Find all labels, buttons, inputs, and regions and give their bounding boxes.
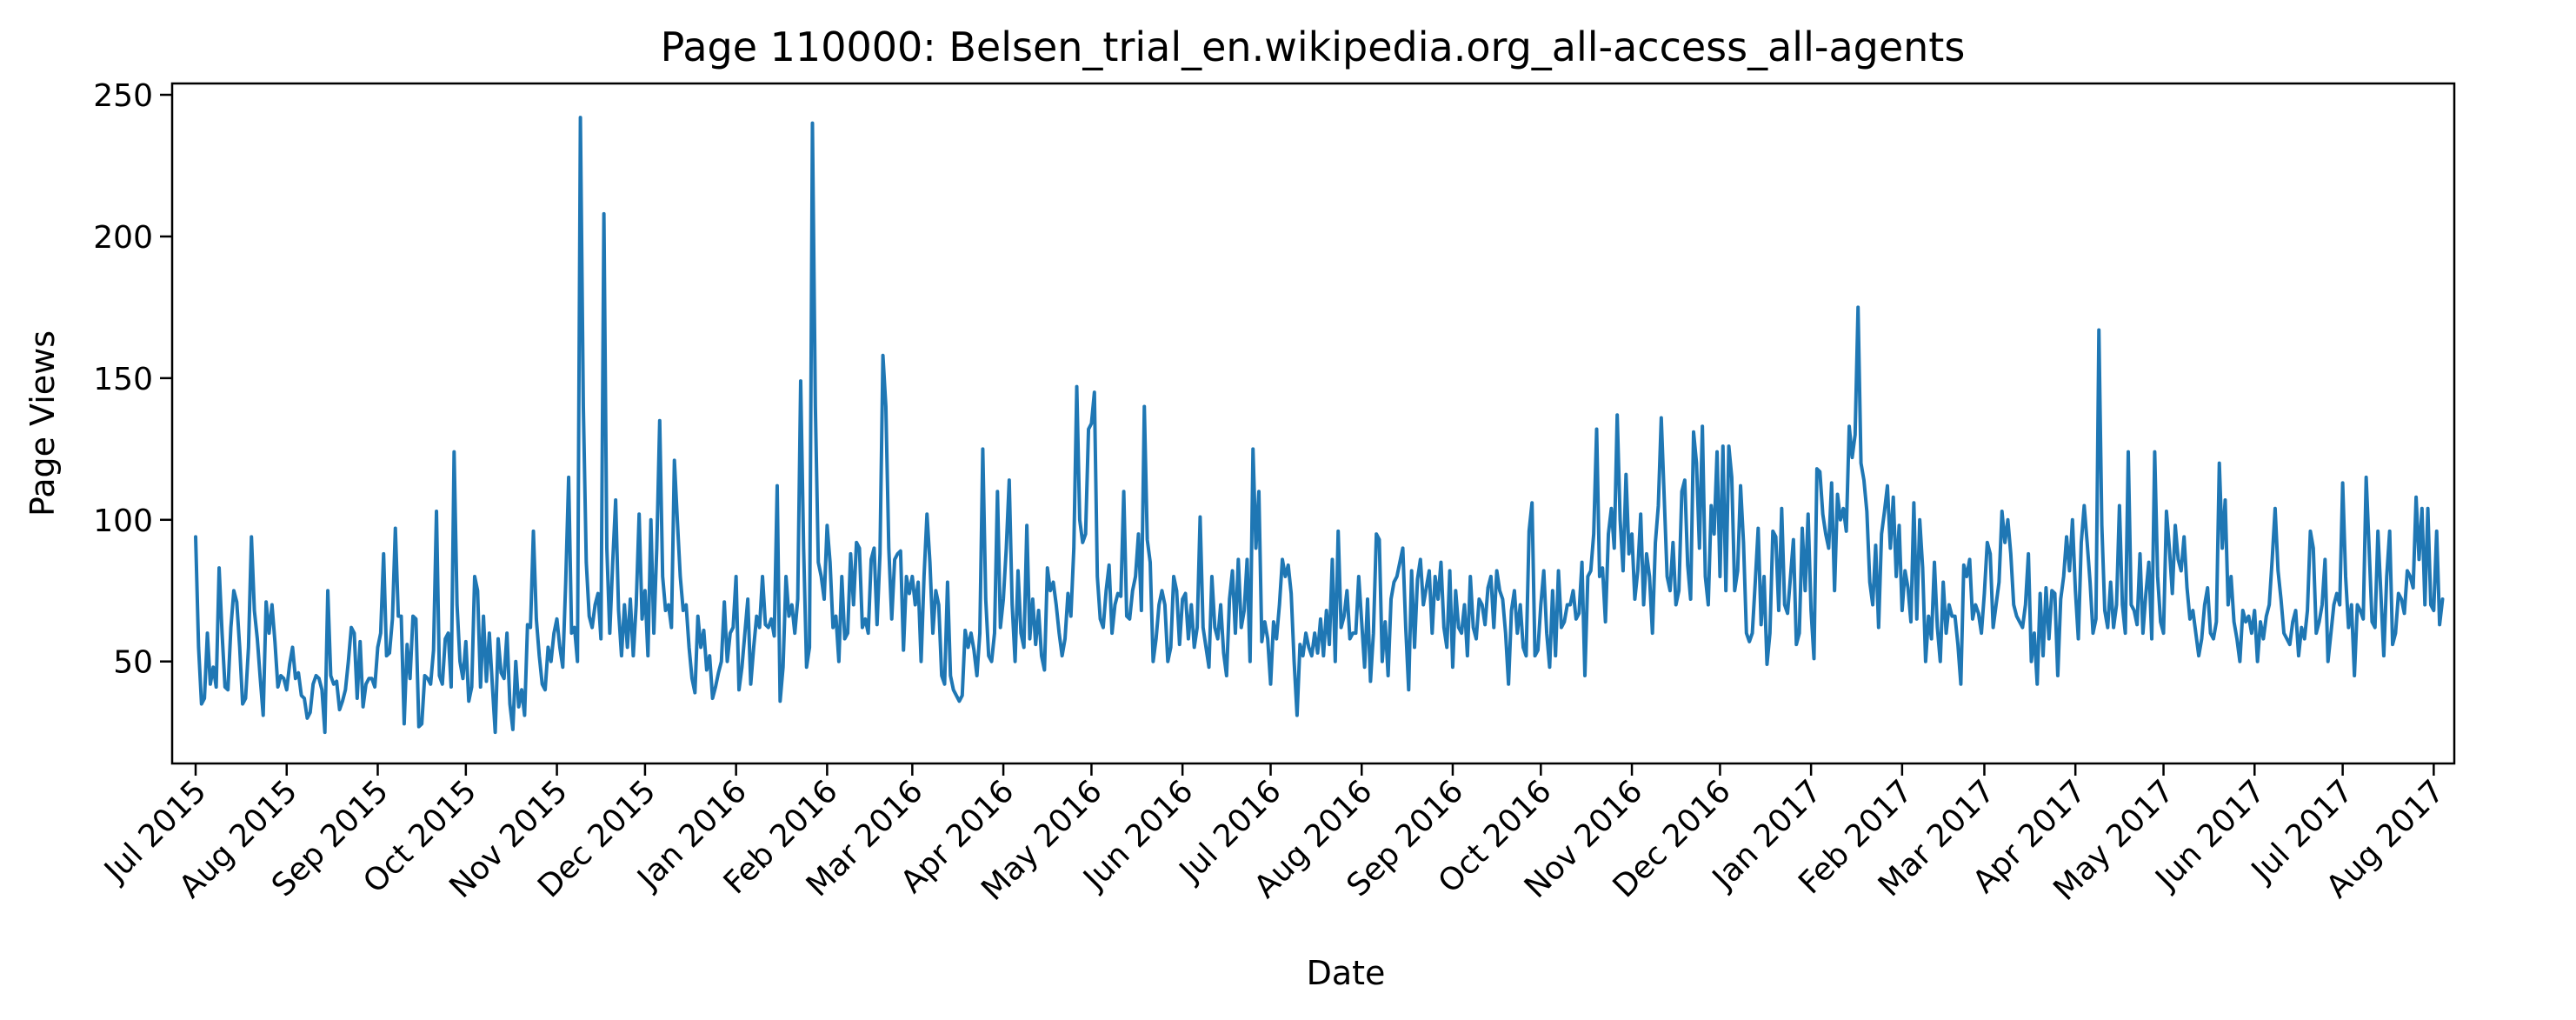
series-line bbox=[194, 116, 2445, 735]
y-tick-label: 250 bbox=[93, 78, 153, 114]
x-axis-label: Date bbox=[1307, 954, 1386, 992]
y-tick-label: 100 bbox=[93, 503, 153, 539]
y-tick-label: 50 bbox=[113, 645, 153, 681]
plot-area-frame bbox=[170, 82, 2456, 765]
y-tick-label: 150 bbox=[93, 362, 153, 397]
chart-title: Page 110000: Belsen_trial_en.wikipedia.o… bbox=[661, 23, 1966, 70]
y-axis: 50 100 150 200 250 bbox=[93, 78, 172, 681]
series-layer bbox=[194, 116, 2445, 735]
y-tick-label: 200 bbox=[93, 220, 153, 256]
y-axis-label: Page Views bbox=[23, 330, 62, 517]
